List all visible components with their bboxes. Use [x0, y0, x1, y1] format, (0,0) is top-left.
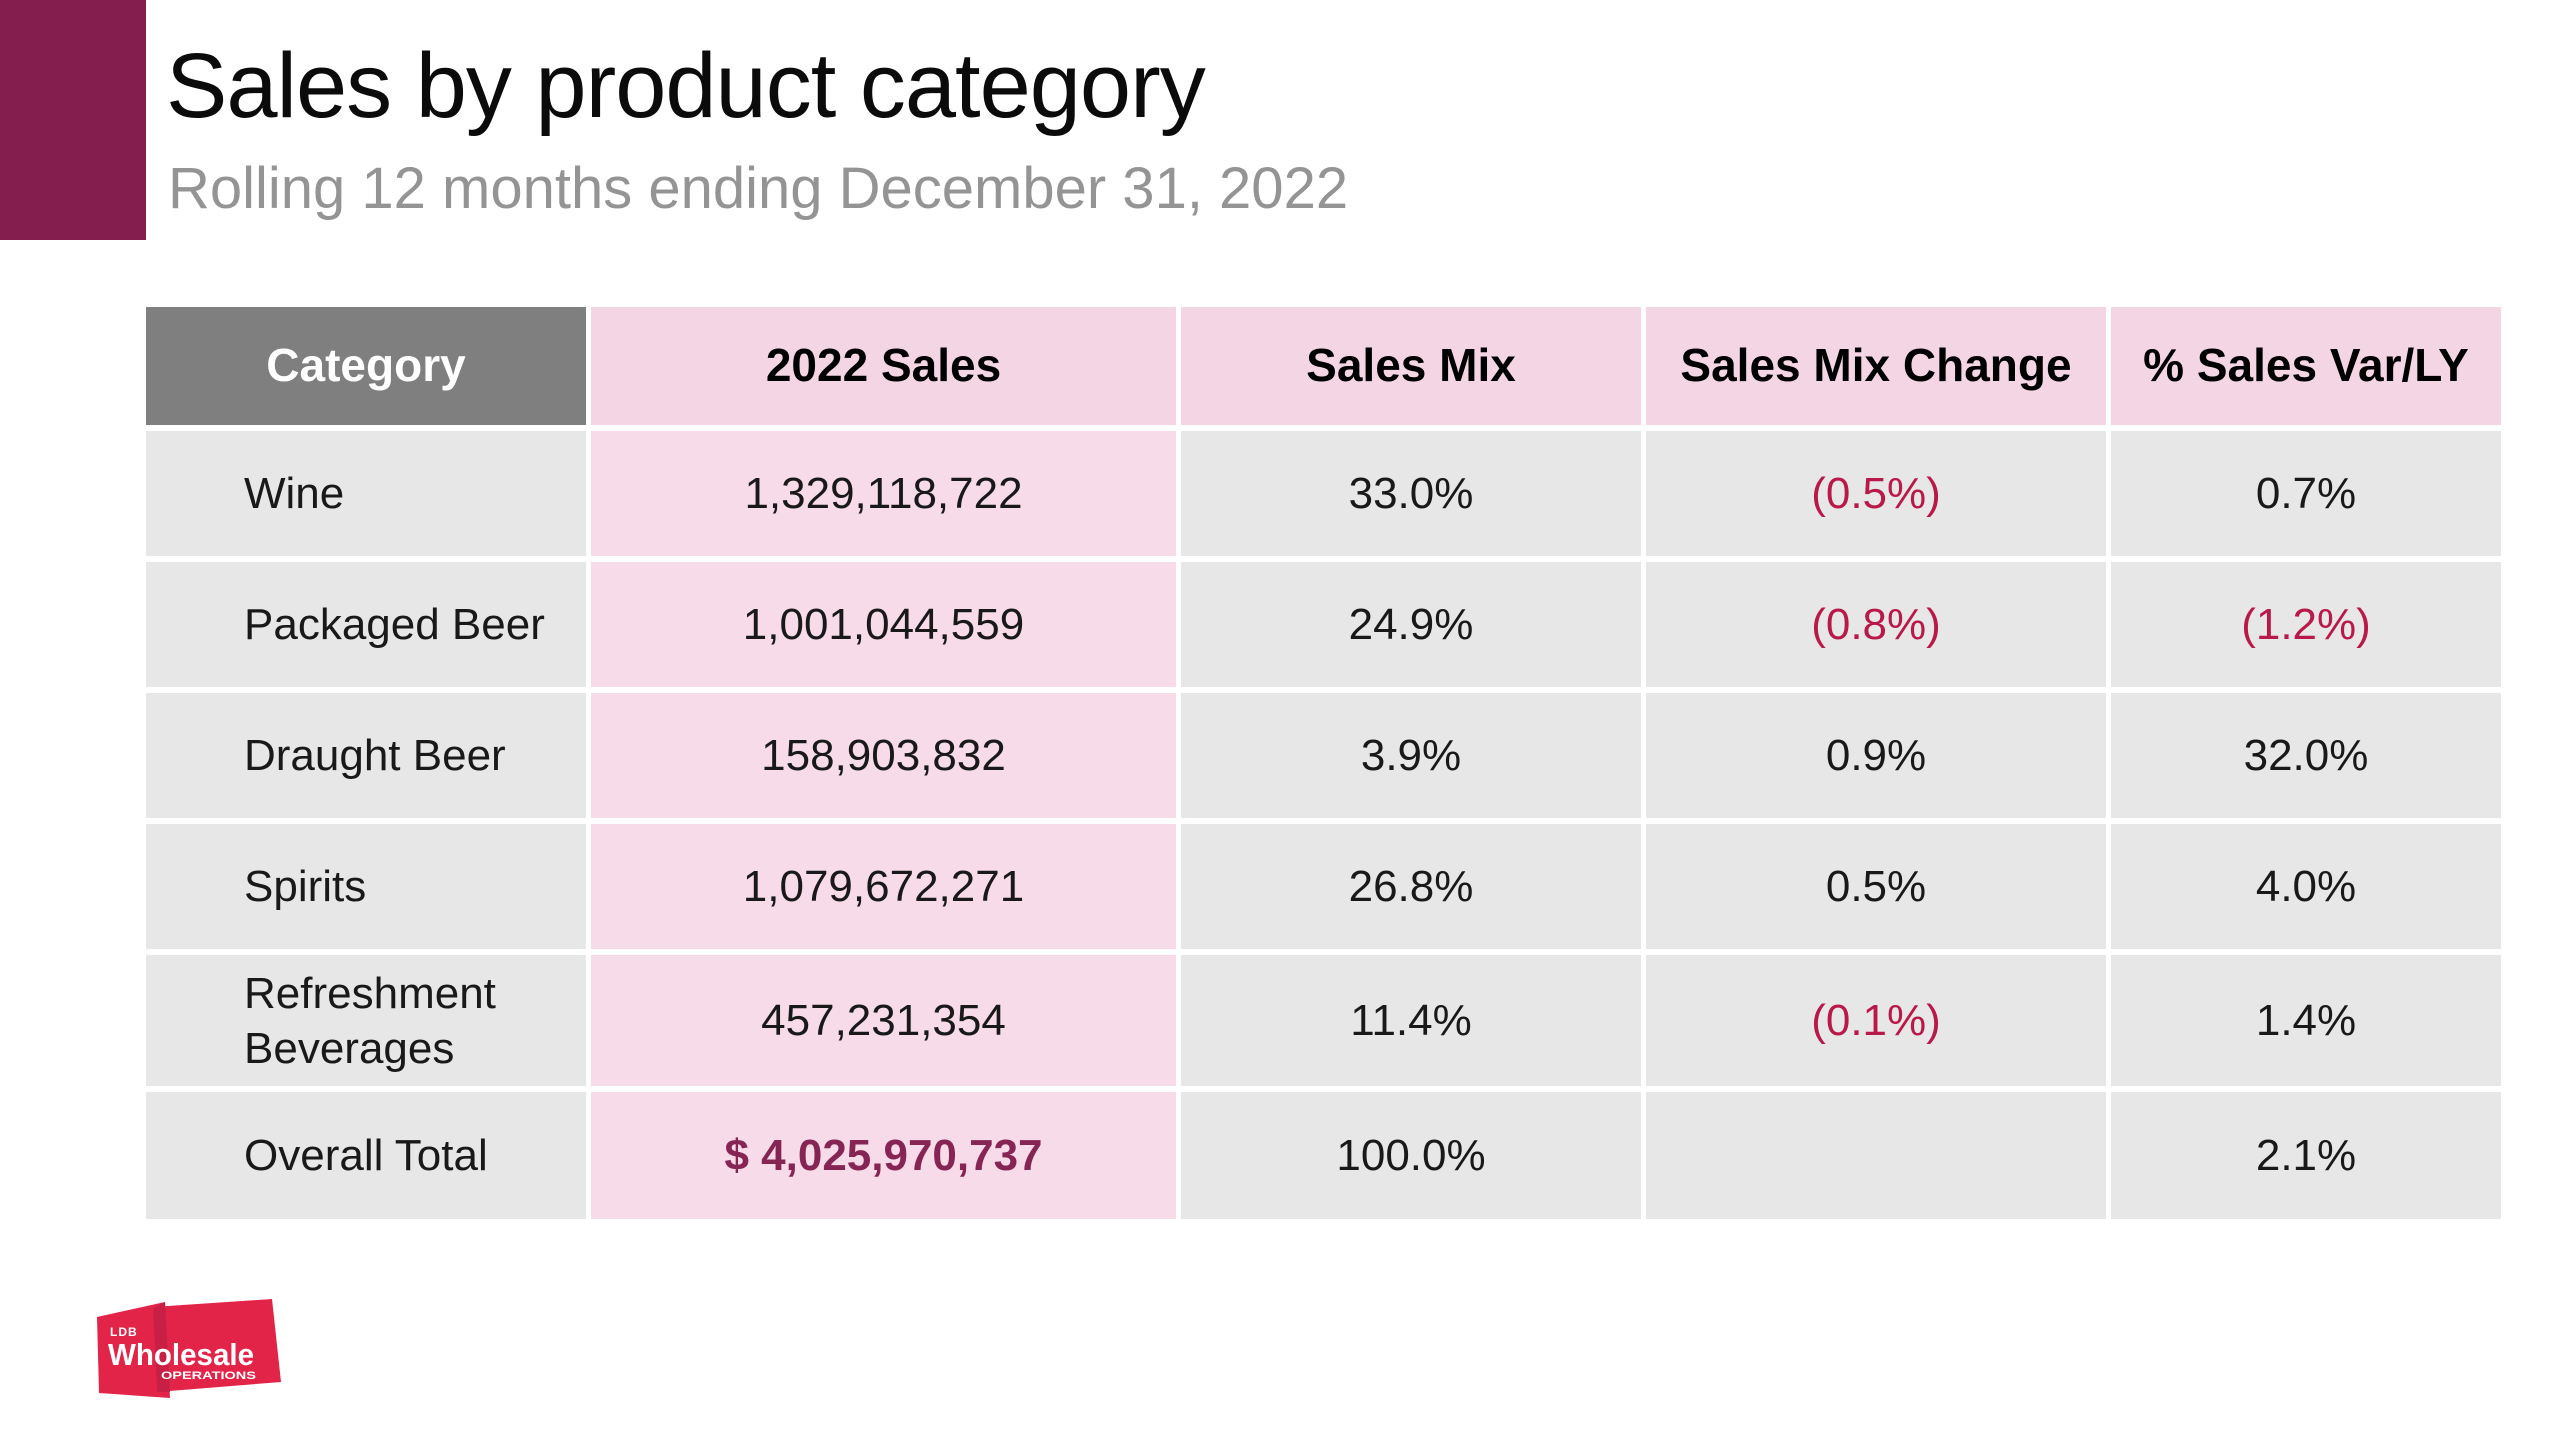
sales-var-ly-cell: 32.0% [2111, 693, 2501, 818]
column-header-2022-sales: 2022 Sales [591, 307, 1176, 425]
sales-value-cell: 1,079,672,271 [591, 824, 1176, 949]
sales-mix-change-cell: 0.9% [1646, 693, 2106, 818]
page-subtitle: Rolling 12 months ending December 31, 20… [168, 156, 1349, 221]
logo-operations-text: OPERATIONS [161, 1370, 256, 1382]
sales-mix-cell: 26.8% [1181, 824, 1641, 949]
sales-mix-cell: 11.4% [1181, 955, 1641, 1086]
category-cell: Packaged Beer [146, 562, 586, 687]
sales-mix-change-cell [1646, 1092, 2106, 1219]
sales-mix-cell: 24.9% [1181, 562, 1641, 687]
sales-table: Category 2022 Sales Sales Mix Sales Mix … [146, 307, 2501, 1219]
category-cell: Overall Total [146, 1092, 586, 1219]
category-cell: Draught Beer [146, 693, 586, 818]
sales-mix-change-cell: (0.1%) [1646, 955, 2106, 1086]
logo-left-shape [97, 1302, 170, 1398]
column-header-sales-mix: Sales Mix [1181, 307, 1641, 425]
accent-rectangle [0, 0, 146, 240]
sales-value-cell: 457,231,354 [591, 955, 1176, 1086]
logo-overlap-shape [153, 1302, 170, 1392]
sales-value-cell: $ 4,025,970,737 [591, 1092, 1176, 1219]
sales-var-ly-cell: 4.0% [2111, 824, 2501, 949]
category-cell: Refreshment Beverages [146, 955, 586, 1086]
page-title: Sales by product category [166, 35, 1206, 137]
sales-var-ly-cell: 1.4% [2111, 955, 2501, 1086]
sales-value-cell: 1,329,118,722 [591, 431, 1176, 556]
category-cell: Spirits [146, 824, 586, 949]
logo-right-shape [153, 1299, 281, 1392]
sales-mix-change-cell: (0.5%) [1646, 431, 2106, 556]
category-cell: Wine [146, 431, 586, 556]
column-header-category: Category [146, 307, 586, 425]
sales-var-ly-cell: (1.2%) [2111, 562, 2501, 687]
sales-mix-cell: 33.0% [1181, 431, 1641, 556]
logo-ldb-text: LDB [110, 1325, 138, 1339]
sales-value-cell: 158,903,832 [591, 693, 1176, 818]
sales-mix-cell: 100.0% [1181, 1092, 1641, 1219]
sales-var-ly-cell: 2.1% [2111, 1092, 2501, 1219]
sales-mix-change-cell: (0.8%) [1646, 562, 2106, 687]
sales-mix-change-cell: 0.5% [1646, 824, 2106, 949]
sales-mix-cell: 3.9% [1181, 693, 1641, 818]
logo-wholesale-text: Wholesale [108, 1337, 254, 1372]
column-header-sales-mix-change: Sales Mix Change [1646, 307, 2106, 425]
column-header-sales-var-ly: % Sales Var/LY [2111, 307, 2501, 425]
sales-value-cell: 1,001,044,559 [591, 562, 1176, 687]
ldb-wholesale-logo: LDB Wholesale OPERATIONS [85, 1295, 295, 1405]
sales-var-ly-cell: 0.7% [2111, 431, 2501, 556]
